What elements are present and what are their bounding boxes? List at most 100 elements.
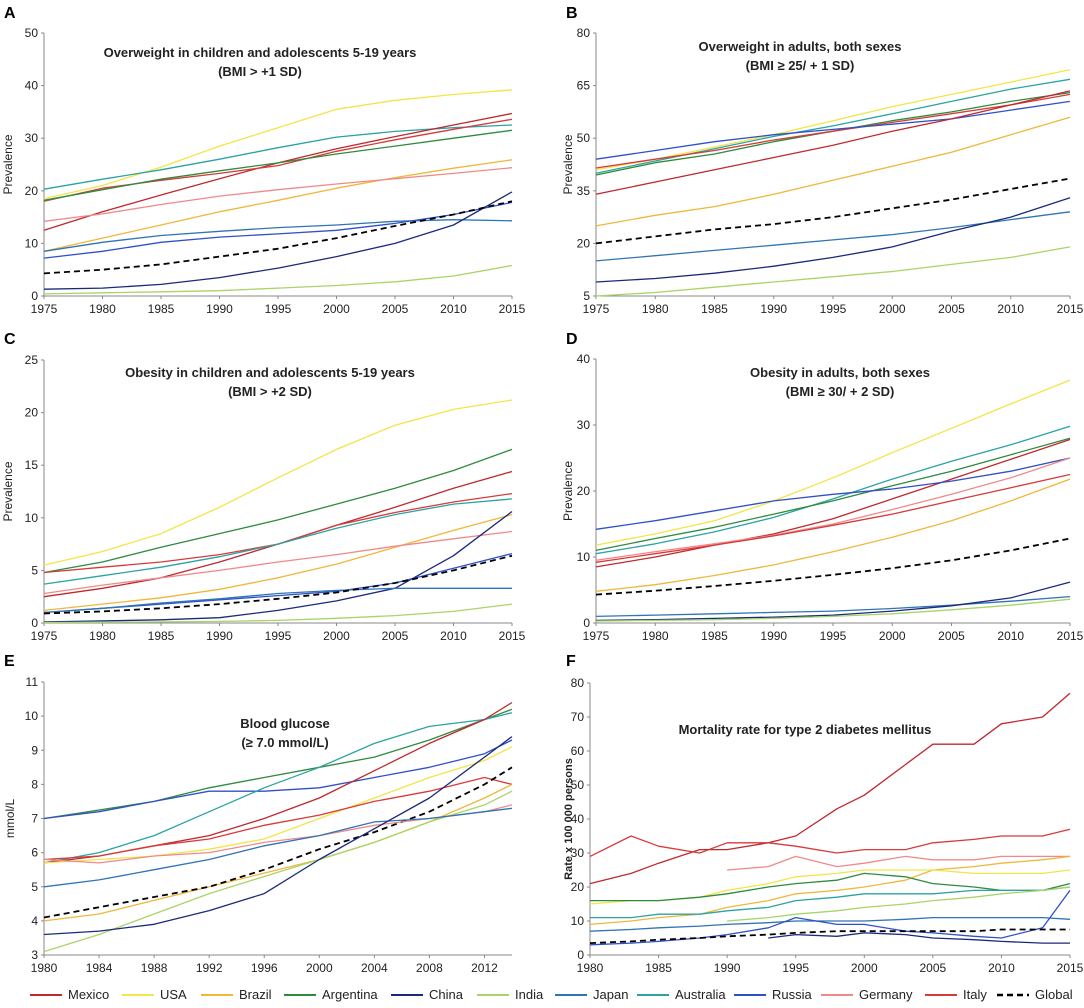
- y-tick-label: 50: [571, 778, 585, 792]
- y-tick-label: 20: [577, 236, 591, 250]
- panel-a: 0 10 20 30 40 50 1975 1980 1985 1990 1995 2000 2005 2…: [1, 5, 526, 316]
- series-line-india: [43, 603, 513, 624]
- series-line-india: [595, 598, 1071, 622]
- x-tick-label: 2015: [1057, 629, 1084, 643]
- x-tick-label: 1996: [251, 961, 278, 975]
- series-line-china: [43, 191, 513, 290]
- y-tick-label: 10: [25, 236, 39, 250]
- series-line-global: [595, 177, 1071, 245]
- x-tick-label: 2010: [440, 629, 467, 643]
- x-tick-label: 2005: [382, 302, 409, 316]
- series-line-india: [43, 264, 513, 295]
- x-tick-label: 2000: [851, 961, 878, 975]
- series-line-japan: [595, 211, 1071, 262]
- y-tick-label: 5: [31, 880, 38, 894]
- series-line-germany: [43, 167, 513, 222]
- series-line-usa: [43, 399, 513, 566]
- series-line-india: [727, 886, 1071, 922]
- x-tick-label: 1975: [31, 629, 58, 643]
- panel-d: 0 10 20 30 40 1975 1980 1985 1990 1995 2000 2005 201…: [561, 331, 1084, 643]
- chart-title: (BMI ≥ 30/ + 2 SD): [786, 384, 895, 399]
- series-line-brazil: [43, 159, 513, 252]
- y-tick-label: 50: [25, 26, 39, 40]
- x-tick-label: 1980: [89, 302, 116, 316]
- panel-label: B: [566, 5, 578, 22]
- y-tick-label: 10: [571, 914, 585, 928]
- y-axis-label: Prevalence: [561, 134, 575, 194]
- x-tick-label: 1985: [148, 302, 175, 316]
- y-tick-label: 5: [583, 289, 590, 303]
- x-tick-label: 1995: [782, 961, 809, 975]
- panel-e: 3 4 5 6 7 8 9 10 11 1980 1984 1988 1992 1996 2000 2004 2…: [3, 653, 513, 975]
- y-tick-label: 25: [25, 353, 39, 367]
- x-tick-label: 1985: [148, 629, 175, 643]
- x-tick-label: 2000: [879, 302, 906, 316]
- series-line-global: [43, 766, 513, 919]
- y-tick-label: 40: [25, 79, 39, 93]
- series-line-global: [595, 537, 1071, 596]
- series-line-brazil: [43, 783, 513, 922]
- x-tick-label: 1980: [642, 629, 669, 643]
- legend-label-argentina: Argentina: [322, 987, 378, 1002]
- y-tick-label: 11: [26, 675, 39, 689]
- x-tick-label: 2000: [306, 961, 333, 975]
- x-tick-label: 1995: [265, 302, 292, 316]
- y-tick-label: 20: [25, 406, 39, 420]
- y-tick-label: 0: [31, 616, 38, 630]
- x-tick-label: 1980: [577, 961, 604, 975]
- legend-label-usa: USA: [160, 987, 187, 1002]
- y-tick-label: 20: [577, 484, 591, 498]
- y-tick-label: 30: [577, 418, 591, 432]
- x-tick-label: 1980: [31, 961, 58, 975]
- series-line-japan: [43, 219, 513, 252]
- x-tick-label: 2005: [382, 629, 409, 643]
- chart-title: (≥ 7.0 mmol/L): [241, 735, 328, 750]
- x-tick-label: 1990: [714, 961, 741, 975]
- y-tick-label: 0: [577, 948, 584, 962]
- y-tick-label: 7: [31, 812, 38, 826]
- series-line-india: [595, 246, 1071, 297]
- y-tick-label: 30: [571, 846, 585, 860]
- x-tick-label: 1980: [89, 629, 116, 643]
- series-line-australia: [595, 78, 1071, 174]
- y-tick-label: 3: [31, 948, 38, 962]
- y-tick-label: 60: [571, 744, 585, 758]
- x-tick-label: 1975: [583, 302, 610, 316]
- legend-label-germany: Germany: [859, 987, 913, 1002]
- series-line-china: [768, 932, 1070, 944]
- x-tick-label: 2000: [323, 629, 350, 643]
- series-line-germany: [727, 855, 1070, 871]
- series-line-russia: [595, 457, 1071, 530]
- x-tick-label: 2005: [920, 961, 947, 975]
- y-tick-label: 40: [577, 352, 591, 366]
- series-line-brazil: [595, 116, 1071, 227]
- x-tick-label: 1985: [701, 629, 728, 643]
- panel-label: C: [4, 331, 16, 348]
- panel-label: D: [566, 331, 578, 348]
- x-tick-label: 2015: [1057, 961, 1084, 975]
- panel-c: 0 5 10 15 20 25 1975 1980 1985 1990 1995 2000 2005 20…: [1, 331, 526, 643]
- y-tick-label: 8: [31, 777, 38, 791]
- series-line-usa: [595, 379, 1071, 546]
- series-line-mexico: [589, 692, 1071, 885]
- series-line-argentina: [595, 437, 1071, 552]
- panel-label: E: [4, 653, 15, 670]
- y-tick-label: 10: [25, 709, 39, 723]
- series-line-argentina: [590, 872, 1071, 902]
- x-tick-label: 2015: [1057, 302, 1084, 316]
- y-tick-label: 15: [25, 458, 39, 472]
- series-line-japan: [595, 595, 1071, 618]
- y-tick-label: 10: [25, 511, 39, 525]
- chart-title: Overweight in adults, both sexes: [699, 39, 902, 54]
- y-tick-label: 0: [583, 616, 590, 630]
- series-line-usa: [595, 69, 1071, 171]
- y-tick-label: 9: [31, 743, 38, 757]
- series-line-australia: [590, 886, 1071, 919]
- legend: Mexico USA Brazil Argentina China India Japan A…: [30, 987, 1073, 1002]
- series-line-italy: [43, 776, 513, 861]
- series-line-brazil: [43, 513, 513, 612]
- series-line-global: [43, 200, 513, 275]
- chart-title: (BMI > +1 SD): [218, 64, 302, 79]
- series-line-australia: [43, 498, 513, 585]
